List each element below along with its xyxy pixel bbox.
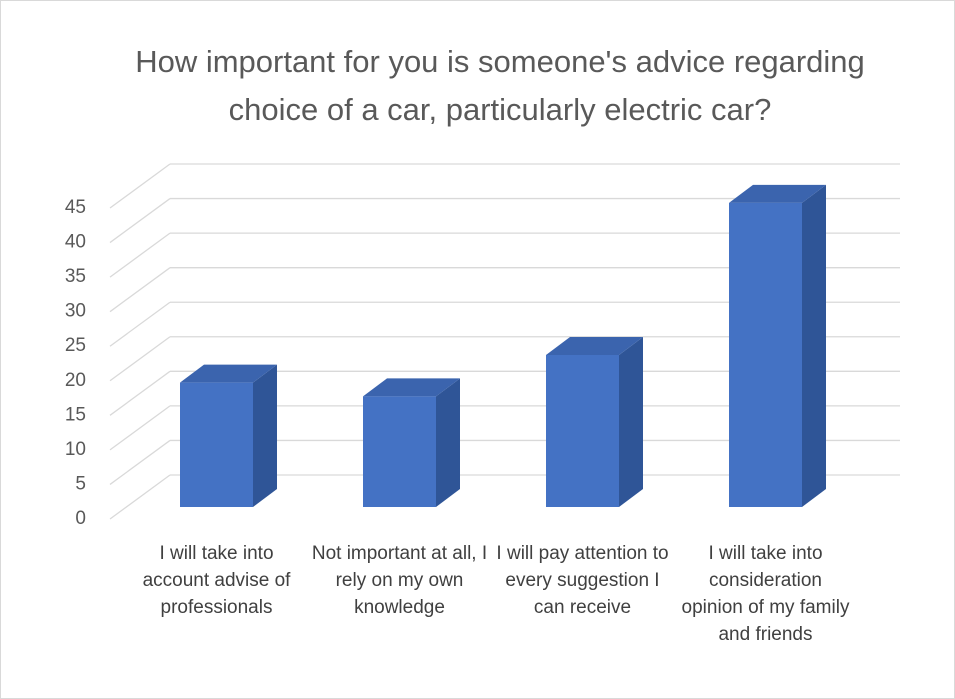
y-tick-label: 30 [65,301,86,322]
bar-top [546,336,643,355]
bar-top [363,378,460,397]
bar-side [619,336,643,507]
grid-line [109,198,171,244]
y-tick-label: 35 [65,266,86,287]
y-tick-label: 0 [75,508,86,529]
bar-side [802,184,826,507]
grid-line [109,405,171,451]
grid-line [109,301,171,347]
y-tick-label: 40 [65,232,86,253]
x-tick-label: I will pay attention to every suggestion… [496,543,669,618]
grid-line [109,474,171,520]
bar-top [729,184,826,203]
grid-line [109,370,171,416]
bar [363,378,460,507]
y-tick-label: 20 [65,370,86,391]
y-tick-label: 45 [65,197,86,218]
bar-front [180,382,253,507]
grid-line [109,267,171,313]
grid-line [109,163,171,209]
y-tick-label: 15 [65,404,86,425]
bar-front [546,354,619,507]
bar-top [180,364,277,383]
y-tick-label: 5 [75,473,86,494]
grid-line [109,232,171,278]
x-tick-label: Not important at all, I rely on my own k… [311,543,488,618]
bar [180,364,277,507]
bar-side [436,378,460,507]
bar [546,336,643,507]
bar-side [253,364,277,507]
grid-line [109,336,171,382]
chart-title: How important for you is someone's advic… [135,44,865,127]
x-tick-label: I will take into consideration opinion o… [681,543,850,645]
y-tick-label: 10 [65,439,86,460]
bar-front [363,396,436,507]
x-tick-label: I will take into account advise of profe… [142,543,291,618]
grid-line [109,439,171,485]
y-tick-label: 25 [65,335,86,356]
bar [729,184,826,507]
bar-front [729,202,802,507]
